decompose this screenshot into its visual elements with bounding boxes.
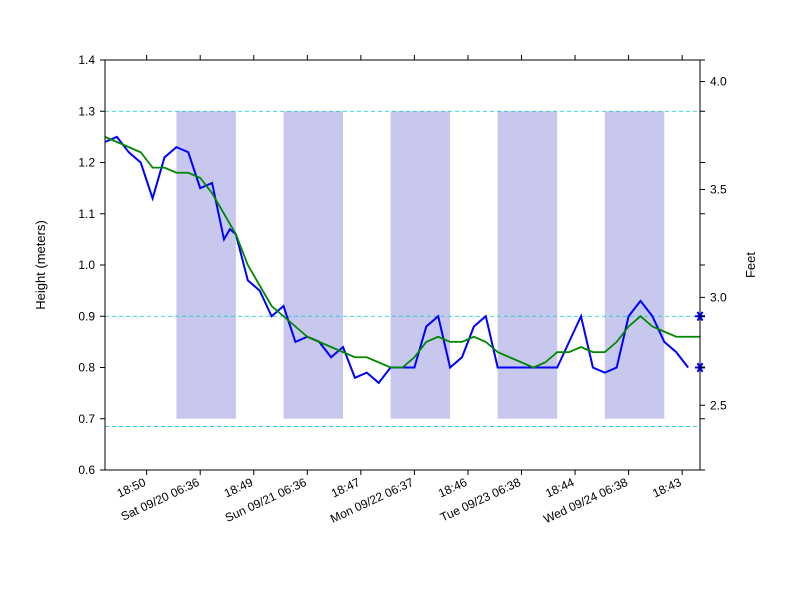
- xtick-label: 18:46: [436, 475, 469, 501]
- xtick-label: 18:43: [650, 475, 683, 501]
- y-left-axis-label: Height (meters): [33, 220, 48, 310]
- ytick-label-right: 3.0: [710, 290, 727, 304]
- ytick-label-left: 0.8: [78, 361, 95, 375]
- ytick-label-right: 3.5: [710, 182, 727, 196]
- xtick-label: 18:50: [115, 475, 148, 501]
- xtick-label: 18:49: [222, 475, 255, 501]
- ytick-label-right: 4.0: [710, 75, 727, 89]
- xtick-label: 18:44: [543, 475, 576, 501]
- ytick-label-left: 1.0: [78, 258, 95, 272]
- ytick-label-left: 0.6: [78, 463, 95, 477]
- y-right-axis-label: Feet: [743, 252, 758, 278]
- ytick-label-left: 1.1: [78, 207, 95, 221]
- night-band: [498, 111, 558, 419]
- night-band: [391, 111, 451, 419]
- ytick-label-right: 2.5: [710, 398, 727, 412]
- xtick-label: 18:47: [329, 475, 362, 501]
- night-band: [284, 111, 344, 419]
- ytick-label-left: 0.9: [78, 309, 95, 323]
- chart-svg: 0.6 0.7 0.8 0.9 1.0 1.1 1.2 1.3 1.4 2.5 3.0 3.5 4.0 1…: [0, 0, 800, 600]
- night-band: [605, 111, 665, 419]
- ytick-label-left: 1.2: [78, 156, 95, 170]
- chart-container: 0.6 0.7 0.8 0.9 1.0 1.1 1.2 1.3 1.4 2.5 3.0 3.5 4.0 1…: [0, 0, 800, 600]
- night-band: [176, 111, 236, 419]
- ytick-label-left: 0.7: [78, 412, 95, 426]
- ytick-label-left: 1.3: [78, 104, 95, 118]
- ytick-label-left: 1.4: [78, 53, 95, 67]
